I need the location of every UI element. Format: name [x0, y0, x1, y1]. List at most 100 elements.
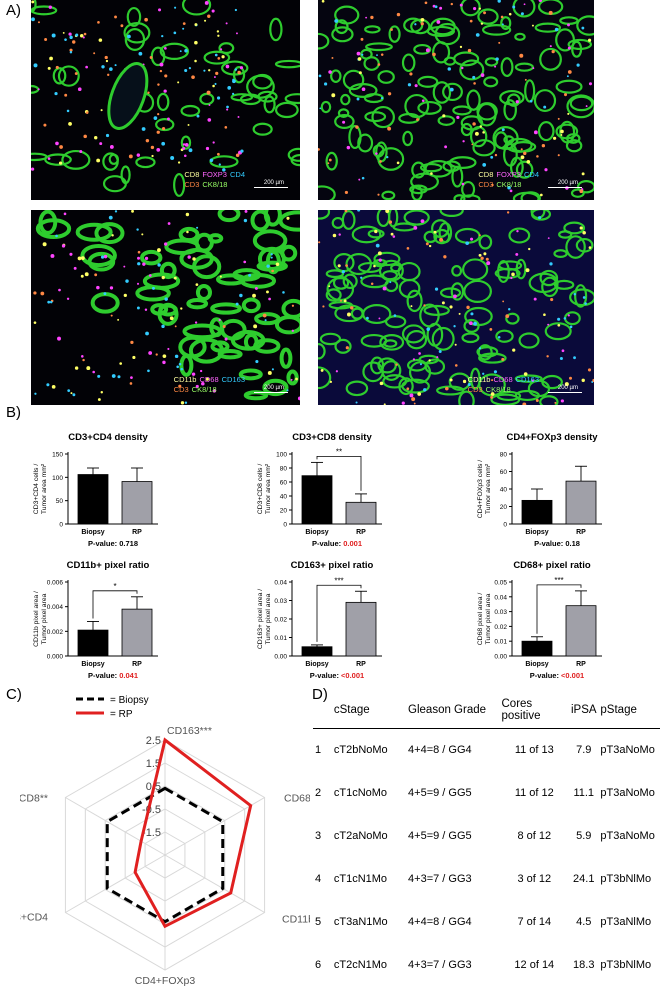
patient-table: cStage Gleason Grade Cores positive iPSA pSt…	[313, 698, 660, 987]
table-row: 3 cT2aNoMo 4+5=9 / GG5 8 of 12 5.9 pT3aNoMo	[313, 815, 660, 858]
table-cell: cT1cNoMo	[333, 787, 388, 799]
bar-rp	[345, 601, 377, 657]
table-body: 1 cT2bNoMo 4+4=8 / GG4 11 of 13 7.9 pT3aNoMo 2…	[313, 729, 660, 987]
category-label: RP	[576, 661, 586, 668]
y-tick-label: 80	[280, 466, 288, 473]
radar-tick-label: -0.5	[142, 804, 161, 816]
scale-bar	[254, 186, 288, 188]
category-label: RP	[576, 529, 586, 536]
marker-label: CD3	[467, 385, 483, 394]
category-label: Biopsy	[81, 661, 104, 668]
y-tick-label: 0.02	[494, 624, 507, 631]
category-label: RP	[132, 661, 142, 668]
bar-chart-cd4-foxp3: CD4+FOXp3 density 0 20 40 60 80 CD4+FOXp3 cell…	[477, 432, 602, 548]
y-axis-label: Tumor area mm²	[485, 463, 492, 514]
table-cell: 24.1	[573, 873, 595, 885]
table-cell: cT3aN1Mo	[333, 916, 388, 928]
bar-chart-cd163: CD163+ pixel ratio 0.00 0.01 0.02 0.03 0.04 CD…	[257, 560, 382, 680]
chart-title: CD3+CD8 density	[292, 432, 372, 443]
legend-line: CD8 FOXP3 CD4	[478, 170, 542, 180]
table-cell: 11.1	[573, 787, 595, 799]
row-number: 5	[315, 916, 322, 928]
legend-label: = Biopsy	[110, 695, 149, 706]
y-tick-label: 0.03	[494, 609, 507, 616]
y-tick-label: 0.002	[47, 629, 64, 636]
bar-biopsy	[301, 475, 333, 525]
table-cell: pT3aNoMo	[600, 830, 655, 842]
radar-tick-label: 2.5	[146, 735, 161, 747]
category-label: Biopsy	[305, 661, 328, 668]
radar-spoke	[164, 797, 265, 856]
chart-title: CD11b+ pixel ratio	[67, 560, 150, 571]
marker-label: CD4	[523, 170, 539, 179]
table-cell: 4+4=8 / GG4	[408, 916, 472, 928]
marker-label: CK8/18	[485, 385, 511, 394]
table-cell: pT3bNlMo	[600, 959, 652, 971]
scale-label: 200 µm	[263, 385, 284, 391]
y-tick-label: 40	[280, 494, 288, 501]
table-header-cell: cStage	[333, 698, 409, 729]
table-header-cell: pStage	[600, 698, 660, 729]
p-value: P-value: <0.001	[530, 671, 584, 680]
bar-rp	[121, 481, 153, 525]
significance-bracket	[536, 584, 582, 634]
legend-line: CD11b CD68 CD163	[468, 375, 542, 385]
micrograph-texture	[318, 210, 594, 405]
marker-label: CD163	[221, 375, 245, 384]
y-tick-label: 150	[52, 452, 63, 459]
bar-biopsy	[301, 646, 333, 657]
table-cell: pT3aNoMo	[600, 744, 655, 757]
micrograph-legend: CD11b CD68 CD163 CD3 CK8/18	[174, 375, 248, 395]
row-number: 1	[315, 744, 322, 757]
chart-title: CD68+ pixel ratio	[513, 560, 591, 571]
category-label: RP	[132, 529, 142, 536]
y-tick-label: 0.00	[494, 654, 507, 661]
marker-label: CD3	[478, 180, 494, 189]
bar-biopsy	[521, 499, 553, 525]
y-tick-label: 0.01	[274, 635, 287, 642]
p-value: P-value: 0.001	[312, 539, 362, 548]
y-tick-label: 0	[503, 522, 507, 529]
table-cell: 4+3=7 / GG3	[408, 959, 472, 971]
table-row: 5 cT3aN1Mo 4+4=8 / GG4 7 of 14 4.5 pT3aNlMo	[313, 901, 660, 944]
y-tick-label: 0.02	[274, 617, 287, 624]
radar-spoke	[164, 854, 265, 913]
bar-chart-cd68: CD68+ pixel ratio 0.00 0.01 0.02 0.03 0.04 0.0…	[477, 560, 602, 680]
bar-rp	[565, 480, 597, 525]
table-cell: pT3aNoMo	[600, 787, 655, 799]
y-tick-label: 0.004	[47, 604, 64, 611]
micrograph-2: CD8 FOXP3 CD4 CD3 CK8/18 200 µm	[318, 0, 594, 200]
legend-line: CD3 CK8/18	[184, 180, 248, 190]
row-number: 6	[315, 959, 322, 971]
marker-label: FOXP3	[496, 170, 521, 179]
marker-label: CD3	[173, 385, 189, 394]
bar-chart-cd11b: CD11b+ pixel ratio 0.000 0.002 0.004 0.006 CD…	[33, 560, 158, 680]
table-header-cell: Cores positive	[501, 698, 568, 729]
table-header-cell	[313, 698, 334, 729]
micrograph-legend: CD11b CD68 CD163 CD3 CK8/18	[468, 375, 542, 395]
table-cell: 18.3	[573, 959, 595, 971]
radar-axis-label: CD11b*	[282, 914, 310, 926]
radar-tick-label: -1.5	[142, 827, 161, 839]
y-axis-label: CD163+ pixel area /	[257, 589, 264, 649]
y-tick-label: 0.04	[274, 580, 287, 587]
row-number: 3	[315, 830, 322, 842]
y-axis-label: Tumor pixel area	[485, 593, 492, 644]
panel-label-b: B)	[6, 404, 21, 421]
marker-label: CD8	[478, 170, 494, 179]
table-row: 6 cT2cN1Mo 4+3=7 / GG3 12 of 14 18.3 pT3bNlMo	[313, 944, 660, 987]
legend-line: CD8 FOXP3 CD4	[184, 170, 248, 180]
table-cell: 5.9	[576, 830, 592, 842]
category-label: Biopsy	[81, 529, 104, 536]
table-cell: 4+4=8 / GG4	[408, 744, 472, 757]
y-tick-label: 0.000	[47, 654, 64, 661]
marker-label: CD68	[493, 375, 513, 384]
scale-bar	[548, 391, 582, 393]
y-tick-label: 40	[500, 487, 508, 494]
table-header-cell: iPSA	[567, 698, 601, 729]
table-cell: 4+5=9 / GG5	[408, 787, 472, 799]
table-cell: 11 of 13	[514, 744, 554, 757]
bar-rp	[345, 501, 377, 525]
category-label: RP	[356, 661, 366, 668]
micrograph-3: CD11b CD68 CD163 CD3 CK8/18 200 µm	[31, 210, 300, 405]
